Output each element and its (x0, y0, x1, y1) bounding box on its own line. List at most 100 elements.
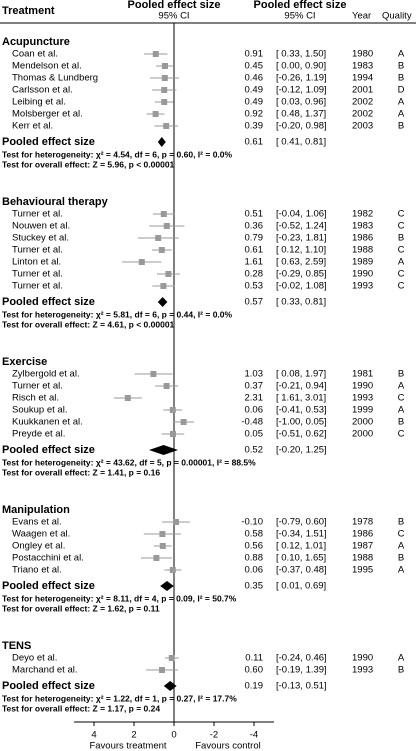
quality: C (398, 393, 405, 404)
study-name: Linton et al. (12, 257, 61, 268)
overall-effect-test: Test for overall effect: Z = 4.61, p < 0… (2, 319, 175, 329)
effect-marker (168, 655, 175, 661)
ci-value: [-0.04, 1.06] (276, 209, 327, 220)
year: 1986 (352, 529, 373, 540)
effect-marker (161, 99, 168, 105)
quality: B (398, 517, 404, 528)
heterogeneity-test: Test for heterogeneity: χ² = 5.81, df = … (2, 309, 233, 319)
quality: B (398, 665, 404, 676)
effect-value: -0.48 (241, 417, 263, 428)
effect-value: 0.45 (245, 61, 264, 72)
x-label-left: Favours treatment (89, 741, 166, 751)
effect-marker (160, 283, 167, 289)
x-tick-label: -4 (250, 730, 258, 741)
pooled-diamond (160, 581, 174, 591)
quality: A (398, 405, 405, 416)
study-name: Mendelson et al. (12, 61, 82, 72)
year: 1994 (352, 73, 373, 84)
year: 1983 (352, 61, 373, 72)
effect-marker (159, 543, 166, 549)
effect-value: 0.46 (245, 73, 264, 84)
ci-value: [-0.19, 1.39] (276, 665, 327, 676)
ci-value: [-0.26, 1.19] (276, 73, 327, 84)
quality: A (398, 109, 405, 120)
year: 1987 (352, 541, 373, 552)
effect-marker (169, 407, 176, 413)
column-header: 95% CI (284, 11, 315, 22)
year: 1980 (352, 49, 373, 60)
ci-value: [-0.23, 1.81] (276, 233, 327, 244)
ci-value: [ 0.03, 0.96] (276, 97, 326, 108)
effect-value: 0.58 (245, 529, 264, 540)
quality: A (398, 257, 405, 268)
ci-value: [ 0.33, 1.50] (276, 49, 326, 60)
effect-value: 0.92 (245, 109, 264, 120)
overall-effect-test: Test for overall effect: Z = 1.17, p = 0… (2, 703, 160, 713)
ci-value: [ 0.63, 2.59] (276, 257, 326, 268)
heterogeneity-test: Test for heterogeneity: χ² = 1.22, df = … (2, 693, 237, 703)
ci-value: [-0.29, 0.85] (276, 269, 327, 280)
ci-value: [-0.20, 0.98] (276, 121, 327, 132)
year: 1982 (352, 209, 373, 220)
study-name: Preyde et al. (12, 429, 65, 440)
ci-value: [-0.21, 0.94] (276, 381, 327, 392)
pooled-value: 0.57 (245, 297, 264, 308)
effect-marker (165, 271, 172, 277)
x-tick-label: 4 (91, 730, 96, 741)
year: 1988 (352, 245, 373, 256)
year: 1993 (352, 665, 373, 676)
effect-value: 0.49 (245, 85, 264, 96)
effect-value: 0.28 (245, 269, 264, 280)
group-name: Behavioural therapy (2, 196, 109, 208)
year: 1989 (352, 257, 373, 268)
effect-value: 0.79 (245, 233, 264, 244)
effect-value: 0.39 (245, 121, 264, 132)
effect-marker (170, 431, 176, 437)
column-header: Year (352, 11, 371, 22)
effect-value: 0.56 (245, 541, 264, 552)
quality: A (398, 381, 405, 392)
study-name: Thomas & Lundberg (12, 73, 98, 84)
study-name: Zylbergold et al. (12, 369, 80, 380)
group-name: TENS (2, 640, 31, 652)
pooled-diamond (163, 681, 177, 691)
effect-value: 0.91 (245, 49, 264, 60)
year: 1986 (352, 233, 373, 244)
study-name: Soukup et al. (12, 405, 67, 416)
column-header: Pooled effect size (254, 0, 347, 11)
effect-marker (180, 419, 187, 425)
ci-value: [-0.79, 0.60] (276, 517, 327, 528)
pooled-diamond (157, 137, 166, 147)
effect-marker (163, 383, 170, 389)
quality: B (398, 121, 404, 132)
effect-value: 0.36 (245, 221, 264, 232)
study-name: Stuckey et al. (12, 233, 69, 244)
effect-marker (150, 371, 157, 377)
effect-value: 0.51 (245, 209, 264, 220)
year: 2001 (352, 85, 373, 96)
effect-marker (152, 111, 159, 117)
pooled-ci: [-0.13, 0.51] (276, 681, 327, 692)
study-name: Turner et al. (12, 269, 63, 280)
effect-marker (162, 63, 168, 69)
ci-value: [-0.02, 1.08] (276, 281, 327, 292)
effect-marker (158, 247, 165, 253)
quality: C (398, 529, 405, 540)
year: 1999 (352, 405, 373, 416)
effect-marker (155, 235, 162, 241)
pooled-ci: [ 0.01, 0.69] (276, 581, 326, 592)
year: 1981 (352, 369, 373, 380)
study-name: Triano et al. (12, 565, 62, 576)
column-header: Quality (382, 11, 412, 22)
year: 1990 (352, 381, 373, 392)
quality: B (398, 553, 404, 564)
ci-value: [ 0.00, 0.90] (276, 61, 326, 72)
ci-value: [-0.52, 1.24] (276, 221, 327, 232)
year: 2003 (352, 121, 373, 132)
effect-value: 0.53 (245, 281, 264, 292)
year: 2000 (352, 417, 373, 428)
study-name: Waagen et al. (12, 529, 70, 540)
effect-marker (161, 75, 168, 81)
effect-value: 0.05 (245, 429, 264, 440)
year: 1983 (352, 221, 373, 232)
